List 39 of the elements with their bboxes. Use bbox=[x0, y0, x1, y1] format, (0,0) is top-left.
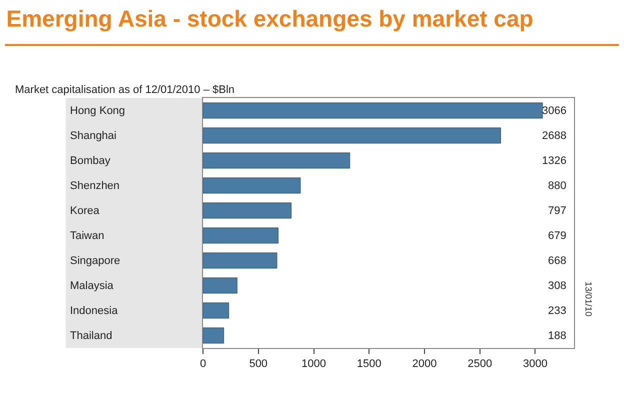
y-tick-label: Korea bbox=[70, 205, 100, 217]
y-tick-label: Thailand bbox=[70, 330, 112, 342]
y-tick-label: Indonesia bbox=[70, 305, 119, 317]
y-tick-label: Shenzhen bbox=[70, 180, 120, 192]
y-tick-label: Malaysia bbox=[70, 280, 114, 292]
bar bbox=[203, 252, 278, 268]
x-tick-label: 2000 bbox=[412, 358, 437, 370]
data-label: 233 bbox=[548, 305, 566, 317]
x-tick-label: 2500 bbox=[468, 358, 492, 370]
data-label: 797 bbox=[548, 205, 566, 217]
data-label: 668 bbox=[548, 255, 566, 267]
data-label: 188 bbox=[548, 330, 566, 342]
data-label: 1326 bbox=[542, 155, 566, 167]
bar bbox=[203, 202, 292, 218]
y-tick-label: Singapore bbox=[70, 255, 120, 267]
data-label: 308 bbox=[548, 280, 566, 292]
y-tick-label: Hong Kong bbox=[70, 105, 126, 117]
bar bbox=[203, 152, 350, 168]
bar bbox=[203, 328, 224, 344]
x-tick-label: 3000 bbox=[523, 358, 548, 370]
data-label: 679 bbox=[548, 230, 566, 242]
bar bbox=[203, 102, 543, 118]
x-tick-label: 0 bbox=[200, 358, 206, 370]
text: 13/01/10 bbox=[584, 282, 594, 317]
y-tick-label: Bombay bbox=[70, 155, 111, 167]
bar bbox=[203, 178, 301, 194]
y-tick-label: Shanghai bbox=[70, 130, 116, 142]
bar bbox=[203, 228, 278, 244]
x-tick-label: 1500 bbox=[356, 358, 382, 370]
data-label: 880 bbox=[548, 180, 566, 192]
data-label: 2688 bbox=[542, 130, 566, 142]
bar bbox=[203, 302, 230, 318]
y-tick-label: Taiwan bbox=[70, 230, 104, 242]
bar bbox=[203, 128, 501, 144]
x-tick-label: 500 bbox=[249, 358, 268, 370]
x-tick-label: 1000 bbox=[302, 358, 326, 370]
chart-title: Emerging Asia - stock exchanges by market cap bbox=[6, 5, 534, 32]
chart-subtitle: Market capitalisation as of 12/01/2010 – $Bln bbox=[15, 84, 235, 96]
bar bbox=[203, 278, 238, 294]
